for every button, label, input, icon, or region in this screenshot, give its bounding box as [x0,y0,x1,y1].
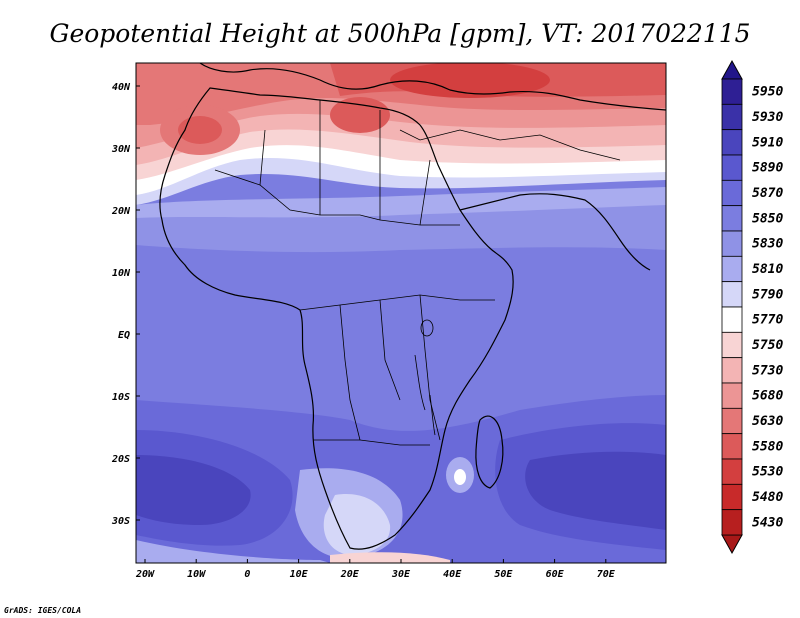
field-band-5910-west [136,455,251,525]
legend-level-label: 5750 [752,338,783,353]
lat-tick-label: 10N [112,268,131,279]
lakes [414,319,436,436]
legend-level-label: 5810 [752,262,783,277]
border-southern-africa [313,439,430,446]
height-field [136,63,666,563]
lon-tick-label: 30E [391,569,411,580]
legend-swatch [721,78,743,105]
legend-swatch [721,103,743,131]
latitude-axis: 40N 30N 20N 10N EQ 10S 20S 30S [111,82,140,527]
legend-level-label: 5870 [752,186,783,201]
legend-level-label: 5890 [752,161,783,176]
lat-tick-label: 20N [111,206,131,217]
border-sahel [214,169,460,226]
color-legend: 5950 5930 5910 5890 5870 5850 5830 5810 5790 5770… [721,59,783,555]
legend-swatch [721,230,743,257]
legend-level-label: 5680 [752,389,783,404]
lon-tick-label: 40E [443,569,462,580]
lon-tick-label: 20W [135,569,155,580]
lat-tick-label: 20S [111,454,130,465]
lon-tick-label: 70E [597,569,616,580]
coastline-madagascar [475,415,504,489]
coastlines [159,63,666,550]
legend-swatch [721,306,743,333]
legend-swatch [721,255,743,283]
legend-level-label: 5930 [752,110,783,125]
map-title: Geopotential Height at 500hPa [gpm], VT:… [49,19,750,48]
legend-swatch [721,281,743,308]
legend-level-label: 5630 [752,414,783,429]
legend-swatch [721,205,743,232]
legend-swatch [721,458,743,485]
legend-level-label: 5910 [752,135,783,150]
legend-level-label: 5730 [752,363,783,378]
lon-tick-label: 10W [187,569,206,580]
field-band-5810 [136,187,666,218]
lon-tick-label: 20E [340,569,360,580]
lon-tick-label: 50E [494,569,513,580]
map-panel: 20W 10W 0 10E 20E 30E 40E 50E 60E 70E 40N 30N 20N 10… [111,62,667,580]
border-sahara [259,100,431,226]
legend-top-arrow [721,59,743,80]
legend-level-label: 5850 [752,211,783,226]
coastline-arabia-india [459,193,651,271]
legend-bottom-arrow [721,534,743,555]
legend-level-label: 5790 [752,287,783,302]
lat-tick-label: 10S [112,392,130,403]
field-band-5750-south [330,552,450,563]
coastline-north [199,63,666,111]
field-trough-core [330,97,390,133]
lat-tick-label: EQ [118,330,130,341]
field-cutoff-low-inner [178,116,222,144]
legend-swatch [721,357,743,384]
legend-swatch [721,179,743,207]
legend-swatch [721,154,743,181]
lake-malawi [429,394,436,436]
field-low-core [390,63,550,98]
lon-tick-label: 0 [244,569,250,580]
lon-tick-label: 10E [290,569,309,580]
coastline-africa [159,87,514,550]
lake-victoria [420,319,434,337]
legend-level-label: 5770 [752,313,783,328]
lake-tanganyika [414,354,426,411]
longitude-axis: 20W 10W 0 10E 20E 30E 40E 50E 60E 70E [135,559,616,580]
field-ridge-core [323,494,391,555]
lon-tick-label: 60E [546,569,565,580]
legend-swatch [721,129,743,156]
legend-level-label: 5480 [752,490,783,505]
legend-level-label: 5530 [752,465,783,480]
legend-swatch [721,407,743,435]
legend-swatch [721,509,743,536]
legend-level-label: 5830 [752,237,783,252]
legend-swatch [721,483,743,511]
border-central [299,294,495,311]
field-band-5910-east [525,451,666,530]
lat-tick-label: 30N [111,144,131,155]
field-band-5830-south [136,540,330,563]
legend-swatch [721,382,743,409]
field-high-madagascar-core [454,469,466,485]
grads-credit: GrADS: IGES/COLA [4,606,81,615]
legend-level-label: 5950 [752,85,783,100]
legend-swatch [721,331,743,359]
country-borders [214,100,621,446]
border-middle-east [399,129,621,161]
lat-tick-label: 30S [111,516,130,527]
legend-level-label: 5580 [752,439,783,454]
legend-level-label: 5430 [752,515,783,530]
legend-swatch [721,433,743,460]
lat-tick-label: 40N [112,82,131,93]
